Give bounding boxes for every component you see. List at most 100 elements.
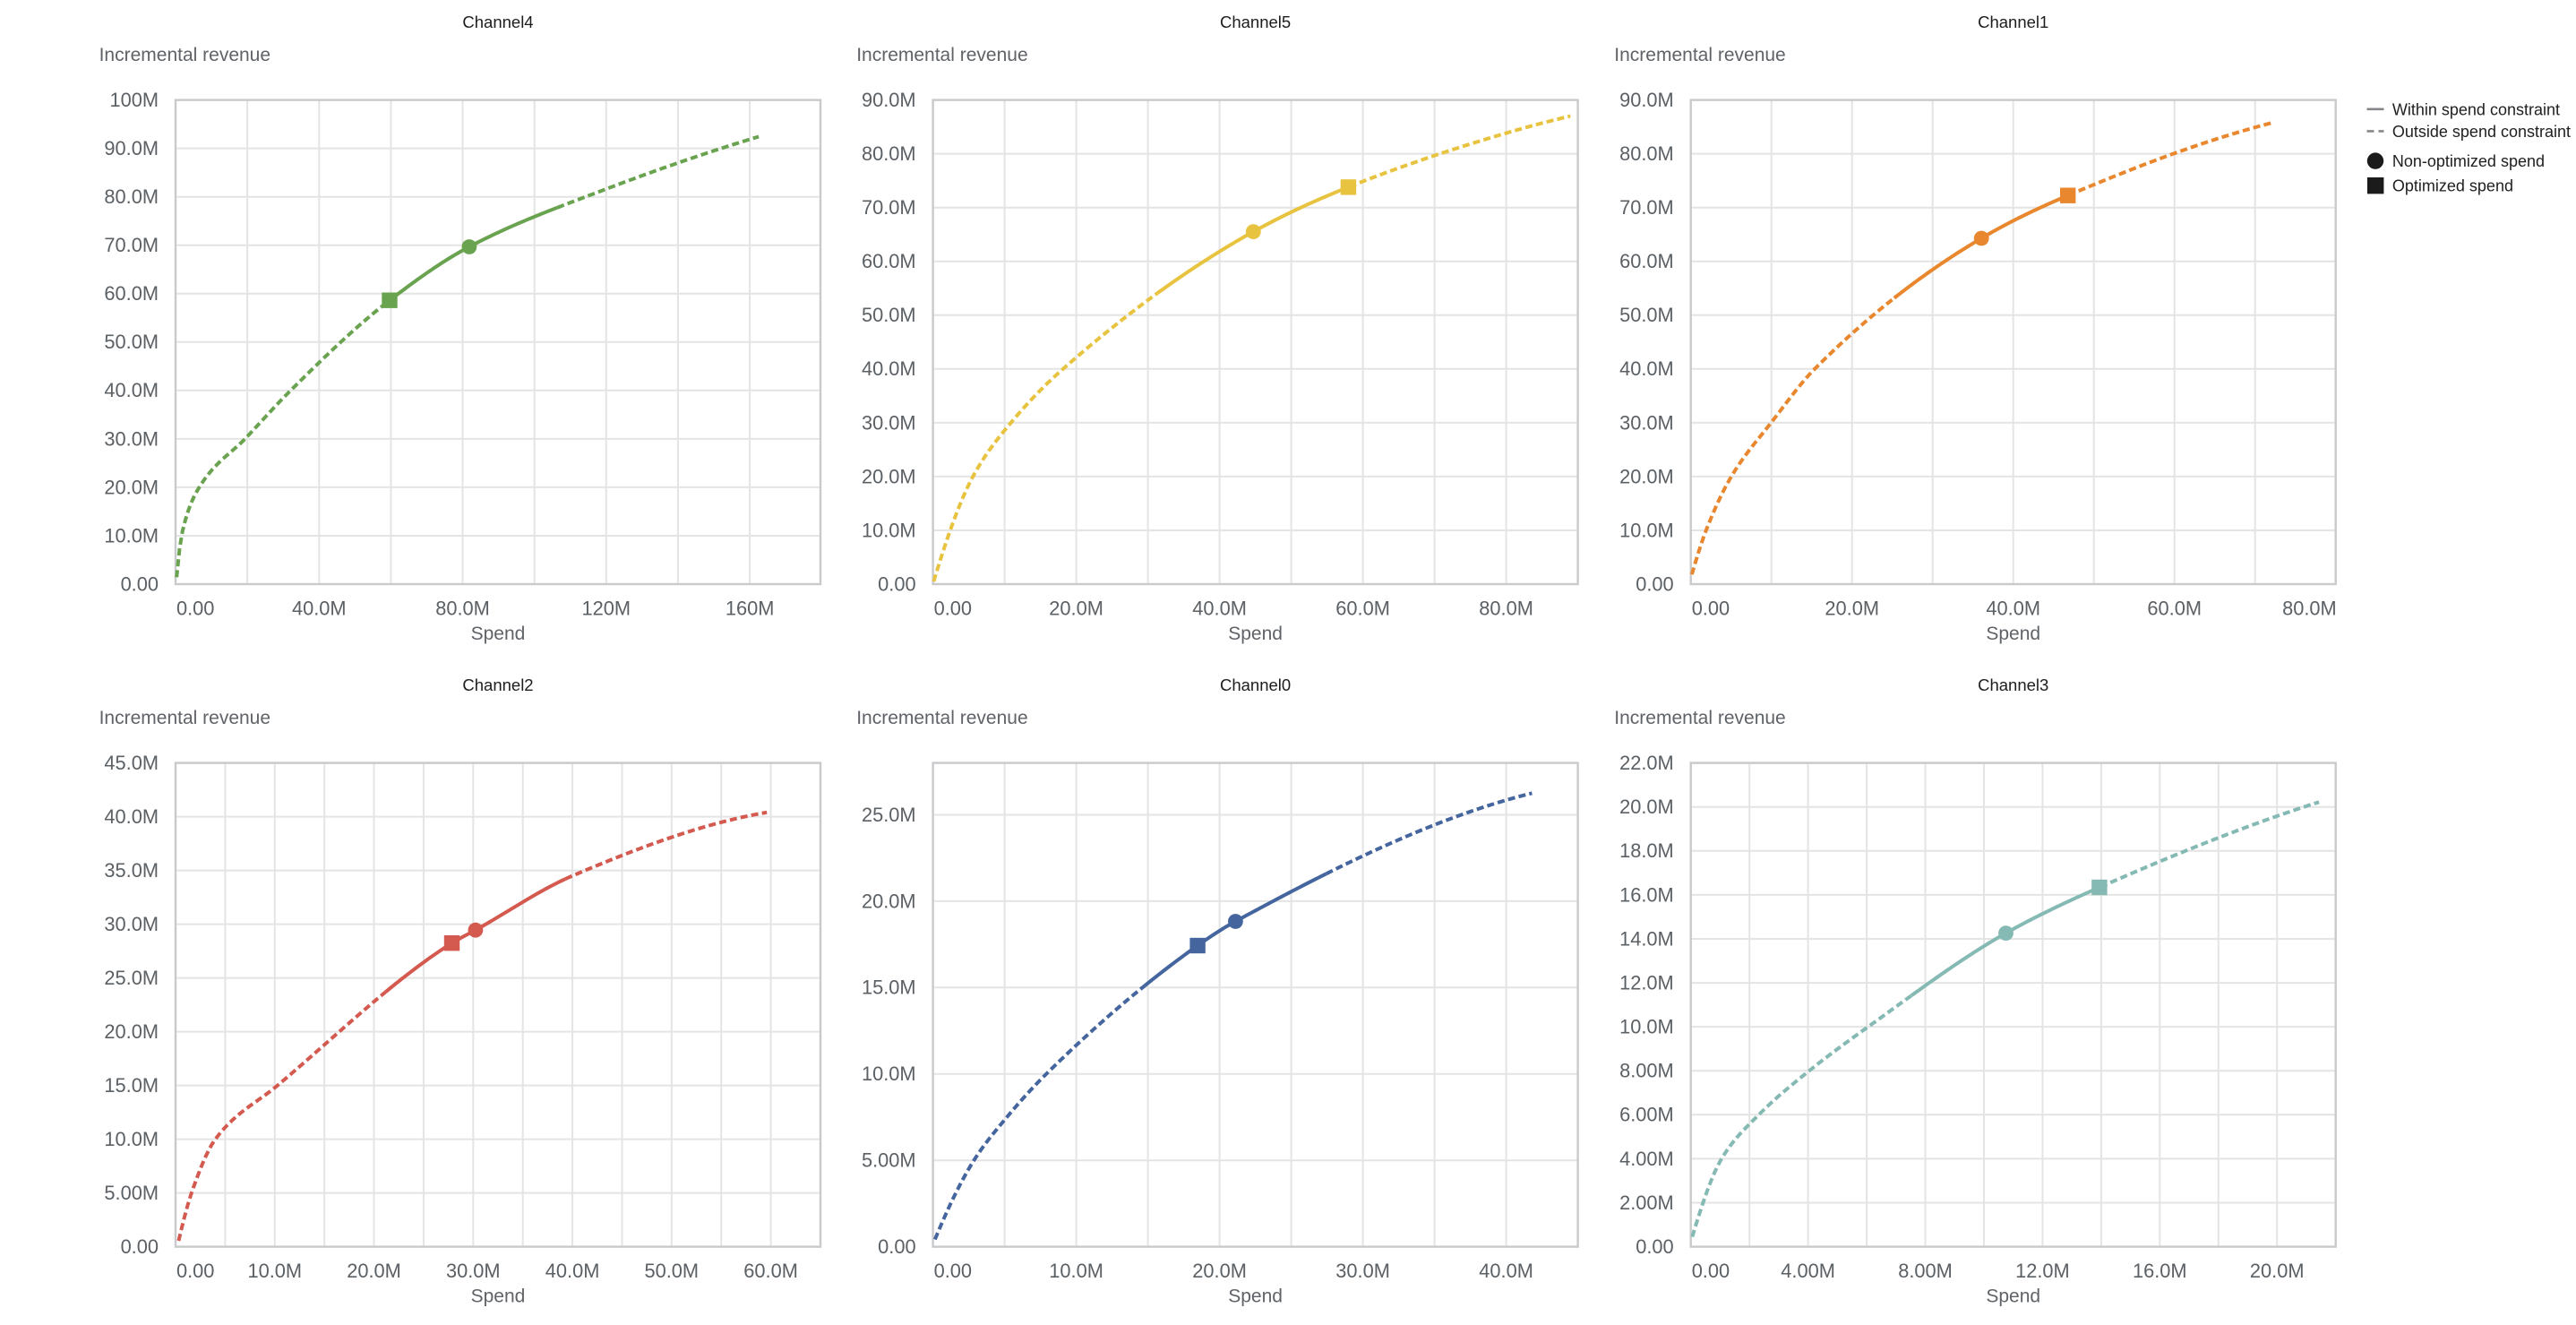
svg-text:Incremental revenue: Incremental revenue <box>1614 45 1785 65</box>
svg-text:0.00: 0.00 <box>934 598 972 620</box>
svg-text:8.00M: 8.00M <box>1619 1060 1674 1082</box>
svg-text:Spend: Spend <box>1228 1286 1283 1307</box>
svg-text:60.0M: 60.0M <box>2147 598 2202 620</box>
svg-text:0.00: 0.00 <box>934 1260 972 1282</box>
svg-text:Channel2: Channel2 <box>462 675 533 694</box>
svg-text:Spend: Spend <box>1986 1286 2040 1307</box>
svg-text:70.0M: 70.0M <box>104 234 159 256</box>
svg-text:Outside spend constraint: Outside spend constraint <box>2392 123 2571 141</box>
svg-text:20.0M: 20.0M <box>347 1260 401 1282</box>
svg-text:Incremental revenue: Incremental revenue <box>856 45 1027 65</box>
svg-text:12.0M: 12.0M <box>1619 972 1674 994</box>
svg-text:40.0M: 40.0M <box>104 805 159 828</box>
svg-text:30.0M: 30.0M <box>862 411 916 434</box>
svg-text:70.0M: 70.0M <box>862 196 916 219</box>
svg-text:20.0M: 20.0M <box>1619 796 1674 818</box>
svg-text:Incremental revenue: Incremental revenue <box>99 708 270 728</box>
svg-text:0.00: 0.00 <box>1692 1260 1730 1282</box>
svg-text:0.00: 0.00 <box>1636 1235 1673 1258</box>
svg-text:40.0M: 40.0M <box>862 357 916 380</box>
svg-text:20.0M: 20.0M <box>1619 465 1674 487</box>
svg-text:30.0M: 30.0M <box>446 1260 501 1282</box>
svg-text:50.0M: 50.0M <box>1619 304 1674 326</box>
svg-text:40.0M: 40.0M <box>292 598 347 620</box>
svg-text:80.0M: 80.0M <box>1479 598 1533 620</box>
svg-text:10.0M: 10.0M <box>1619 1016 1674 1038</box>
svg-text:50.0M: 50.0M <box>104 331 159 353</box>
svg-text:Spend: Spend <box>1228 624 1283 644</box>
svg-text:40.0M: 40.0M <box>104 379 159 401</box>
svg-text:20.0M: 20.0M <box>104 476 159 498</box>
svg-text:35.0M: 35.0M <box>104 859 159 882</box>
svg-text:10.0M: 10.0M <box>862 1063 916 1085</box>
svg-text:30.0M: 30.0M <box>104 427 159 450</box>
svg-text:4.00M: 4.00M <box>1781 1260 1835 1282</box>
svg-text:4.00M: 4.00M <box>1619 1148 1674 1170</box>
svg-text:30.0M: 30.0M <box>1335 1260 1390 1282</box>
svg-text:Incremental revenue: Incremental revenue <box>99 45 270 65</box>
svg-text:80.0M: 80.0M <box>2282 598 2337 620</box>
svg-text:40.0M: 40.0M <box>545 1260 600 1282</box>
svg-text:22.0M: 22.0M <box>1619 752 1674 774</box>
svg-text:80.0M: 80.0M <box>862 142 916 165</box>
svg-text:0.00: 0.00 <box>176 598 214 620</box>
svg-text:90.0M: 90.0M <box>104 137 159 159</box>
svg-text:20.0M: 20.0M <box>1192 1260 1247 1282</box>
svg-text:90.0M: 90.0M <box>1619 89 1674 111</box>
svg-text:160M: 160M <box>726 598 775 620</box>
svg-text:12.0M: 12.0M <box>2015 1260 2070 1282</box>
svg-text:Within spend constraint: Within spend constraint <box>2392 100 2560 118</box>
svg-text:120M: 120M <box>582 598 631 620</box>
svg-text:16.0M: 16.0M <box>2133 1260 2187 1282</box>
svg-text:Incremental revenue: Incremental revenue <box>1614 708 1785 728</box>
svg-text:Channel5: Channel5 <box>1220 13 1291 31</box>
svg-text:40.0M: 40.0M <box>1619 357 1674 380</box>
svg-text:20.0M: 20.0M <box>1825 598 1879 620</box>
svg-text:0.00: 0.00 <box>121 572 159 595</box>
svg-text:30.0M: 30.0M <box>1619 411 1674 434</box>
svg-text:Channel4: Channel4 <box>462 13 533 31</box>
svg-text:10.0M: 10.0M <box>1049 1260 1103 1282</box>
svg-text:50.0M: 50.0M <box>862 304 916 326</box>
svg-text:100M: 100M <box>109 89 159 111</box>
svg-text:20.0M: 20.0M <box>1049 598 1103 620</box>
svg-text:Spend: Spend <box>471 1286 526 1307</box>
svg-text:40.0M: 40.0M <box>1986 598 2040 620</box>
svg-text:0.00: 0.00 <box>878 572 915 595</box>
svg-text:60.0M: 60.0M <box>1335 598 1390 620</box>
svg-text:60.0M: 60.0M <box>743 1260 798 1282</box>
svg-text:70.0M: 70.0M <box>1619 196 1674 219</box>
svg-text:Optimized spend: Optimized spend <box>2392 177 2513 195</box>
svg-text:Spend: Spend <box>471 624 526 644</box>
svg-text:16.0M: 16.0M <box>1619 883 1674 906</box>
svg-text:14.0M: 14.0M <box>1619 927 1674 950</box>
svg-text:5.00M: 5.00M <box>862 1149 916 1172</box>
svg-text:40.0M: 40.0M <box>1192 598 1247 620</box>
svg-text:60.0M: 60.0M <box>1619 250 1674 272</box>
svg-text:40.0M: 40.0M <box>1479 1260 1533 1282</box>
svg-text:60.0M: 60.0M <box>104 282 159 305</box>
svg-text:0.00: 0.00 <box>176 1260 214 1282</box>
svg-text:10.0M: 10.0M <box>248 1260 303 1282</box>
svg-text:2.00M: 2.00M <box>1619 1192 1674 1214</box>
svg-text:Spend: Spend <box>1986 624 2040 644</box>
svg-text:10.0M: 10.0M <box>104 524 159 546</box>
svg-text:15.0M: 15.0M <box>104 1074 159 1097</box>
svg-text:80.0M: 80.0M <box>104 185 159 208</box>
svg-text:15.0M: 15.0M <box>862 977 916 999</box>
svg-text:5.00M: 5.00M <box>104 1182 159 1204</box>
svg-text:50.0M: 50.0M <box>645 1260 700 1282</box>
svg-text:10.0M: 10.0M <box>104 1128 159 1150</box>
svg-text:20.0M: 20.0M <box>104 1020 159 1043</box>
svg-text:8.00M: 8.00M <box>1898 1260 1953 1282</box>
svg-text:30.0M: 30.0M <box>104 913 159 935</box>
svg-text:Incremental revenue: Incremental revenue <box>856 708 1027 728</box>
svg-text:Channel1: Channel1 <box>1978 13 2048 31</box>
svg-text:90.0M: 90.0M <box>862 89 916 111</box>
svg-text:0.00: 0.00 <box>1692 598 1730 620</box>
svg-text:0.00: 0.00 <box>121 1235 159 1258</box>
svg-text:Non-optimized spend: Non-optimized spend <box>2392 152 2545 170</box>
svg-text:20.0M: 20.0M <box>862 465 916 487</box>
svg-text:0.00: 0.00 <box>878 1235 915 1258</box>
svg-text:Channel0: Channel0 <box>1220 675 1291 694</box>
